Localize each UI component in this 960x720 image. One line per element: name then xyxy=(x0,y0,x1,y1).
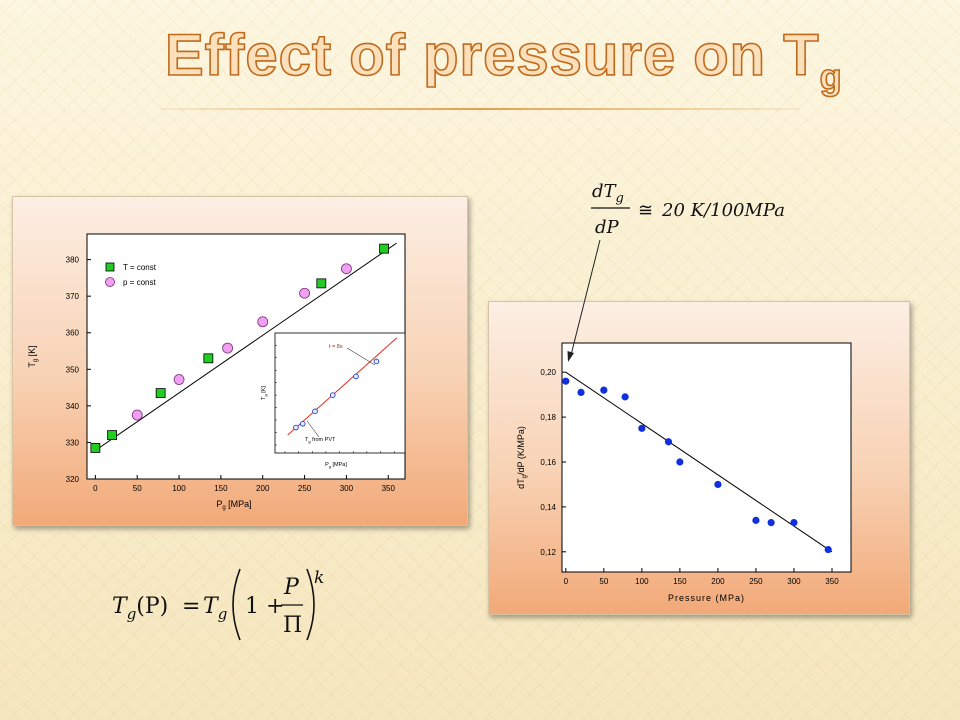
data-point-circle xyxy=(131,409,143,421)
data-point xyxy=(600,386,608,394)
data-point xyxy=(752,516,760,524)
data-point-square xyxy=(90,443,101,453)
x-tick-label: 0 xyxy=(564,577,569,586)
inset-annotation-method: Tg from PVT xyxy=(305,437,336,444)
y-axis-label: Tg [K] xyxy=(27,345,39,367)
data-point-circle xyxy=(341,263,352,275)
inset-data-point xyxy=(293,424,299,431)
x-axis-label: Pressure (MPa) xyxy=(668,593,745,603)
data-point-square xyxy=(203,353,214,364)
inset-annotation-pointer xyxy=(306,420,320,438)
plot-frame xyxy=(561,342,852,573)
fit-line xyxy=(565,371,833,553)
inset-annotation-fit: t = 8s xyxy=(329,344,343,350)
data-point-square xyxy=(379,243,389,254)
data-point-square xyxy=(155,388,166,398)
x-tick-label: 250 xyxy=(298,484,312,493)
y-tick-label: 0,12 xyxy=(540,548,556,557)
data-point-circle xyxy=(257,316,269,328)
legend-marker-circle xyxy=(105,277,115,287)
data-point xyxy=(714,480,722,489)
y-tick-label: 0,18 xyxy=(540,413,556,422)
inset-data-point xyxy=(373,358,380,365)
inset-data-point xyxy=(353,373,359,380)
data-point xyxy=(621,393,629,401)
x-tick-label: 350 xyxy=(825,577,839,586)
x-tick-label: 50 xyxy=(133,484,142,493)
x-tick-label: 150 xyxy=(673,577,687,586)
data-point xyxy=(767,519,775,527)
y-tick-label: 320 xyxy=(66,475,80,484)
title-underline xyxy=(160,108,800,110)
y-tick-label: 0,16 xyxy=(540,458,556,467)
y-tick-label: 360 xyxy=(66,329,80,338)
data-point-circle xyxy=(222,342,233,354)
y-axis-label: dTg/dP (K/MPa) xyxy=(516,426,528,489)
y-tick-label: 330 xyxy=(66,438,80,447)
x-tick-label: 0 xyxy=(93,484,98,493)
data-point xyxy=(562,377,570,385)
y-tick-label: 370 xyxy=(66,292,80,301)
left-chart-panel: 0 50 100 150 200 250 300 350 320 330 340 350 360 370 3… xyxy=(12,196,468,526)
y-tick-label: 350 xyxy=(66,365,80,374)
inset-y-axis-label: Tg [K] xyxy=(261,386,268,400)
x-tick-label: 150 xyxy=(214,484,228,493)
data-point xyxy=(577,388,585,396)
data-point-circle xyxy=(173,374,185,385)
data-point xyxy=(824,545,832,554)
y-tick-label: 380 xyxy=(66,256,80,265)
x-tick-label: 200 xyxy=(711,577,725,586)
data-point xyxy=(638,424,646,432)
x-tick-label: 250 xyxy=(749,577,763,586)
title-subscript: g xyxy=(819,55,843,98)
x-tick-label: 300 xyxy=(787,577,801,586)
data-point xyxy=(664,438,673,446)
fit-line xyxy=(95,242,397,451)
data-point-square xyxy=(107,430,118,441)
data-point xyxy=(676,458,684,466)
inset-plot: t = 8s Tg from PVT Pg [MPa] Tg [K] xyxy=(261,332,406,469)
title-main: Effect of pressure on T xyxy=(164,22,820,89)
x-tick-label: 300 xyxy=(340,484,354,493)
inset-fit-line xyxy=(287,337,398,436)
y-tick-label: 340 xyxy=(66,402,80,411)
inset-data-point xyxy=(329,392,336,398)
data-point-square xyxy=(316,278,327,289)
tg-vs-pressure-chart: 0 50 100 150 200 250 300 350 320 330 340 350 360 370 3… xyxy=(27,233,406,511)
slide-title: Effect of pressure on Tg xyxy=(164,22,843,98)
x-tick-label: 100 xyxy=(172,484,186,493)
right-chart-panel: 0 50 100 150 200 250 300 350 0,12 0,14 0,16 0,18 0,2… xyxy=(488,301,910,615)
data-point xyxy=(790,519,798,527)
legend-marker-square xyxy=(105,262,115,272)
inset-data-point xyxy=(312,408,318,415)
y-tick-label: 0,14 xyxy=(540,503,556,512)
data-point-circle xyxy=(299,287,310,299)
x-tick-label: 50 xyxy=(599,577,608,586)
y-tick-label: 0,20 xyxy=(540,368,556,377)
legend-label: p = const xyxy=(123,278,156,287)
legend-label: T = const xyxy=(123,263,157,272)
inset-x-axis-label: Pg [MPa] xyxy=(325,462,347,469)
inset-annotation-pointer xyxy=(346,347,376,366)
x-axis-label: Pg [MPa] xyxy=(216,499,251,511)
x-tick-label: 200 xyxy=(256,484,270,493)
inset-frame xyxy=(274,332,406,454)
dtg-dp-chart: 0 50 100 150 200 250 300 350 0,12 0,14 0,16 0,18 0,2… xyxy=(516,342,852,603)
inset-data-point xyxy=(299,421,306,427)
x-tick-label: 100 xyxy=(635,577,649,586)
x-tick-label: 350 xyxy=(382,484,396,493)
